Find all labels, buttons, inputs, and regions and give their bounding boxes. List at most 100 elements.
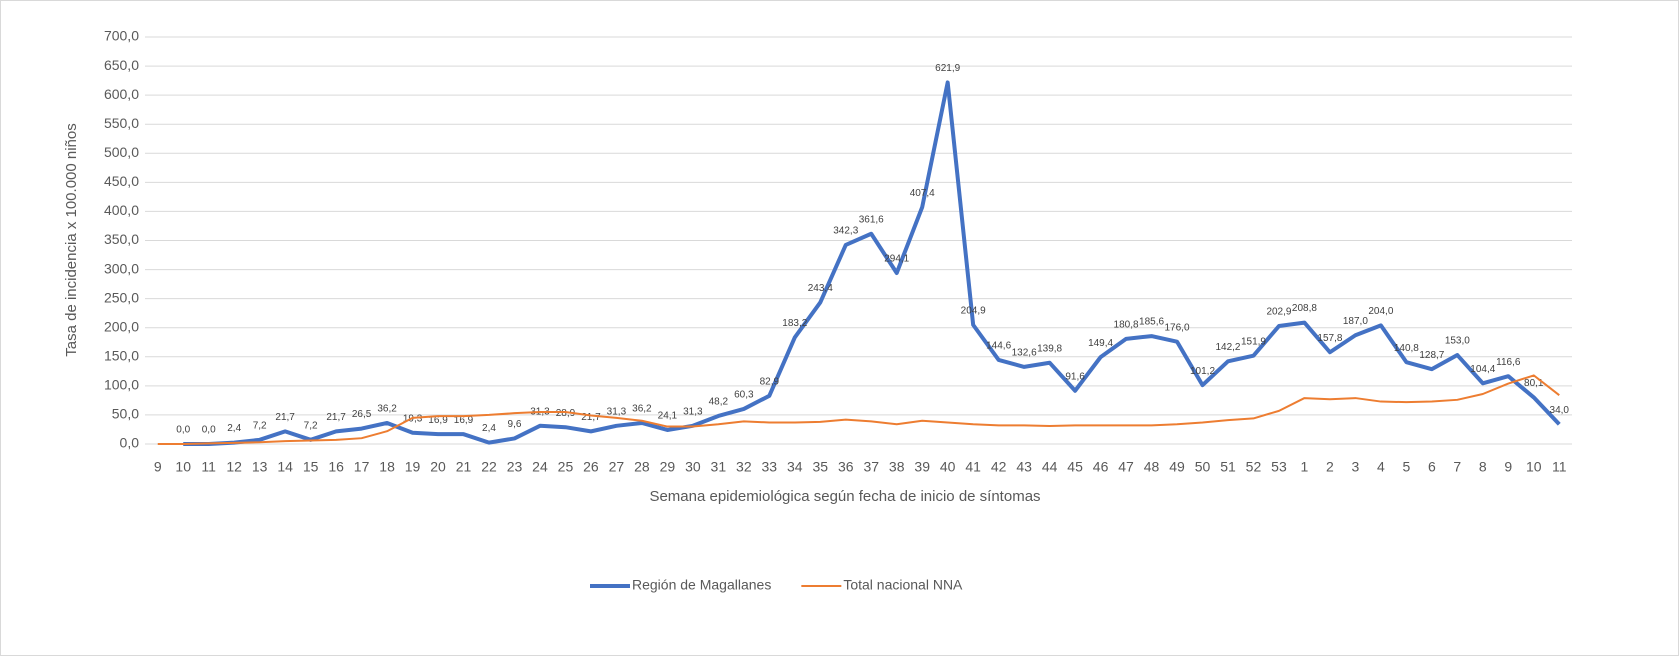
y-axis-title: Tasa de incidencia x 100.000 niños (63, 123, 80, 357)
x-tick-label: 51 (1220, 459, 1236, 475)
x-tick-label: 29 (660, 459, 676, 475)
data-label: 16,9 (428, 415, 448, 426)
y-tick-label: 550,0 (104, 115, 139, 131)
x-tick-label: 21 (456, 459, 472, 475)
x-tick-label: 44 (1042, 459, 1058, 475)
x-tick-label: 28 (634, 459, 650, 475)
data-label: 153,0 (1445, 336, 1470, 347)
data-label: 204,9 (961, 306, 986, 317)
x-tick-label: 17 (354, 459, 370, 475)
x-tick-label: 47 (1118, 459, 1134, 475)
y-tick-label: 400,0 (104, 202, 139, 218)
y-tick-label: 500,0 (104, 144, 139, 160)
y-tick-label: 700,0 (104, 28, 139, 44)
data-label: 128,7 (1419, 350, 1444, 361)
data-label: 7,2 (253, 420, 267, 431)
data-label: 31,3 (607, 406, 627, 417)
data-label: 80,1 (1524, 378, 1544, 389)
data-label: 202,9 (1266, 307, 1291, 318)
y-tick-label: 600,0 (104, 86, 139, 102)
x-tick-label: 36 (838, 459, 854, 475)
legend-label: Región de Magallanes (632, 577, 771, 593)
x-tick-label: 34 (787, 459, 803, 475)
data-label: 185,6 (1139, 317, 1164, 328)
series-line (183, 80, 1561, 446)
x-tick-label: 9 (1504, 459, 1512, 475)
y-tick-label: 0,0 (120, 435, 140, 451)
x-tick-label: 26 (583, 459, 599, 475)
data-label: 31,3 (683, 406, 703, 417)
x-tick-label: 39 (914, 459, 930, 475)
x-tick-label: 16 (328, 459, 344, 475)
data-label: 101,2 (1190, 366, 1215, 377)
x-tick-label: 43 (1016, 459, 1032, 475)
data-label: 621,9 (935, 63, 960, 74)
data-label: 361,6 (859, 214, 884, 225)
x-tick-label: 15 (303, 459, 319, 475)
y-tick-label: 250,0 (104, 289, 139, 305)
data-label: 19,3 (403, 413, 423, 424)
y-tick-label: 200,0 (104, 318, 139, 334)
y-tick-label: 350,0 (104, 231, 139, 247)
x-tick-label: 31 (711, 459, 727, 475)
x-tick-label: 11 (201, 459, 216, 475)
data-label: 28,9 (556, 408, 576, 419)
data-label: 183,2 (782, 318, 807, 329)
x-tick-label: 53 (1271, 459, 1287, 475)
x-tick-label: 24 (532, 459, 548, 475)
x-tick-label: 35 (812, 459, 828, 475)
x-tick-label: 18 (379, 459, 395, 475)
x-tick-label: 37 (863, 459, 879, 475)
data-label: 139,8 (1037, 343, 1062, 354)
data-label: 243,4 (808, 283, 833, 294)
series-line (157, 374, 1560, 445)
y-tick-label: 300,0 (104, 260, 139, 276)
data-label: 180,8 (1114, 320, 1139, 331)
x-tick-label: 1 (1301, 459, 1309, 475)
x-tick-label: 4 (1377, 459, 1385, 475)
x-tick-label: 48 (1144, 459, 1160, 475)
x-tick-label: 10 (175, 459, 191, 475)
x-tick-label: 45 (1067, 459, 1083, 475)
x-tick-label: 11 (1552, 459, 1567, 475)
data-label: 342,3 (833, 226, 858, 237)
x-axis-title: Semana epidemiológica según fecha de ini… (649, 488, 1040, 505)
data-label: 104,4 (1470, 364, 1495, 375)
data-label: 36,2 (377, 404, 397, 415)
x-tick-label: 41 (965, 459, 981, 475)
data-label: 116,6 (1496, 357, 1521, 368)
x-tick-label: 3 (1352, 459, 1360, 475)
x-tick-label: 14 (277, 459, 293, 475)
x-tick-label: 5 (1402, 459, 1410, 475)
data-label: 132,6 (1012, 348, 1037, 359)
data-label: 187,0 (1343, 316, 1368, 327)
data-label: 294,1 (884, 254, 909, 265)
y-tick-label: 50,0 (112, 406, 139, 422)
data-label: 151,9 (1241, 336, 1266, 347)
data-label: 21,7 (581, 412, 601, 423)
data-label: 9,6 (508, 419, 522, 430)
data-label: 91,6 (1065, 371, 1085, 382)
data-label: 142,2 (1215, 342, 1240, 353)
x-tick-label: 7 (1453, 459, 1461, 475)
data-label: 24,1 (658, 411, 678, 422)
x-tick-label: 6 (1428, 459, 1436, 475)
y-tick-label: 450,0 (104, 173, 139, 189)
x-tick-label: 32 (736, 459, 752, 475)
x-tick-label: 27 (609, 459, 625, 475)
x-tick-label: 42 (991, 459, 1007, 475)
x-tick-label: 19 (405, 459, 421, 475)
x-tick-label: 8 (1479, 459, 1487, 475)
data-label: 21,7 (326, 412, 346, 423)
x-tick-label: 33 (762, 459, 778, 475)
x-tick-label: 40 (940, 459, 956, 475)
x-tick-label: 12 (226, 459, 242, 475)
data-label: 48,2 (709, 397, 729, 408)
x-tick-label: 25 (558, 459, 574, 475)
x-tick-label: 50 (1195, 459, 1211, 475)
data-label: 149,4 (1088, 338, 1113, 349)
data-label: 140,8 (1394, 343, 1419, 354)
data-label: 2,4 (482, 423, 496, 434)
data-label: 16,9 (454, 415, 474, 426)
data-label: 157,8 (1317, 333, 1342, 344)
